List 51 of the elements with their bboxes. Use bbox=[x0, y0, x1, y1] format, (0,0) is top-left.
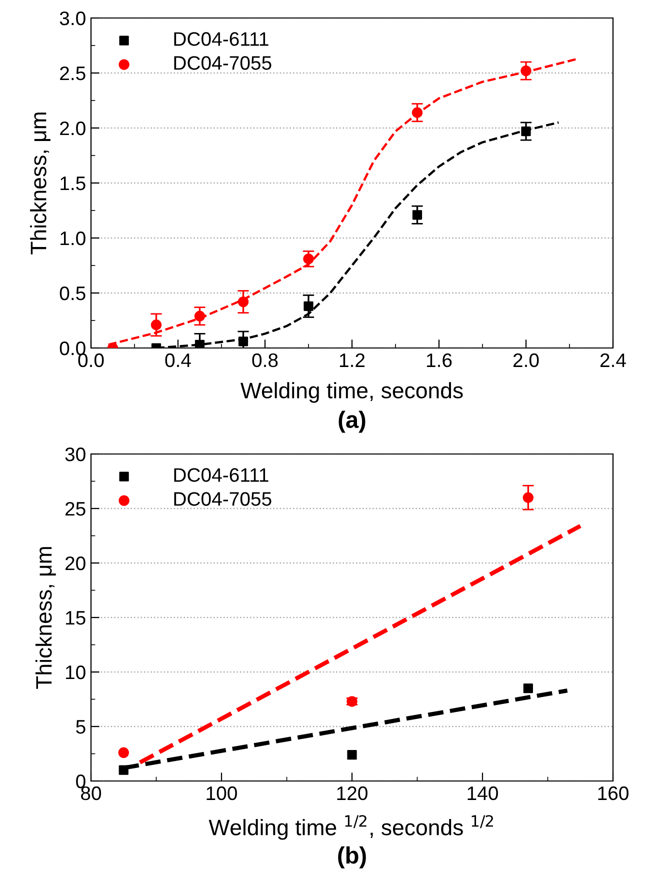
x-tick-label: 1.6 bbox=[426, 353, 452, 368]
y-tick-label: 2.0 bbox=[60, 121, 86, 136]
x-tick-label: 0.8 bbox=[252, 353, 278, 368]
point bbox=[523, 684, 533, 694]
point bbox=[303, 254, 314, 264]
point bbox=[520, 65, 532, 76]
y-tick-label: 5 bbox=[76, 720, 86, 734]
y-tick-label: 25 bbox=[65, 502, 86, 516]
point bbox=[150, 320, 162, 330]
legend-label: DC04-7055 bbox=[174, 492, 272, 506]
point bbox=[412, 107, 423, 118]
point bbox=[118, 747, 129, 758]
x-tick-label: 2.0 bbox=[513, 353, 539, 368]
text: (b) bbox=[338, 846, 366, 868]
x-tick-label: 1.2 bbox=[340, 353, 365, 367]
x-tick-label: 140 bbox=[468, 786, 498, 800]
y-tick-label: 0.5 bbox=[60, 286, 86, 300]
x-axis-title: Welding time, seconds bbox=[240, 382, 463, 403]
legend-label: DC04-6111 bbox=[174, 468, 268, 482]
y-tick-label: 3.0 bbox=[60, 11, 86, 26]
legend-label: DC04-7055 bbox=[174, 56, 272, 70]
point bbox=[521, 126, 531, 136]
point bbox=[194, 310, 206, 322]
y-tick-label: 2.5 bbox=[60, 66, 86, 80]
y-tick-label: 10 bbox=[66, 665, 86, 680]
point bbox=[238, 336, 248, 346]
y-tick-label: 1.0 bbox=[60, 231, 86, 246]
x-tick-label: 80 bbox=[81, 786, 102, 800]
y-axis-title: Thickness, μm bbox=[35, 547, 56, 689]
x-tick-label: 120 bbox=[337, 786, 368, 800]
point bbox=[522, 492, 534, 503]
y-tick-label: 0.0 bbox=[60, 341, 86, 356]
point bbox=[194, 340, 205, 348]
y-tick-label: 20 bbox=[65, 556, 86, 570]
legend-label: DC04-6111 bbox=[174, 32, 268, 46]
point bbox=[238, 296, 249, 308]
point bbox=[118, 765, 128, 775]
point bbox=[347, 750, 357, 760]
x-tick-label: 160 bbox=[598, 786, 628, 800]
x-tick-label: 0.4 bbox=[165, 353, 191, 368]
point bbox=[304, 301, 314, 312]
y-tick-label: 15 bbox=[66, 611, 86, 625]
y-tick-label: 0 bbox=[76, 774, 86, 788]
y-tick-label: 30 bbox=[65, 447, 86, 462]
x-tick-label: 100 bbox=[206, 786, 237, 800]
x-tick-label: 2.4 bbox=[600, 353, 626, 367]
y-tick-label: 1.5 bbox=[60, 176, 86, 190]
y-axis-title: Thickness, μm bbox=[30, 112, 50, 254]
text: (a) bbox=[338, 410, 366, 433]
x-axis-title: Welding time $^{1/2}$, seconds $^{1/2}$ bbox=[208, 815, 493, 840]
point bbox=[412, 210, 422, 220]
